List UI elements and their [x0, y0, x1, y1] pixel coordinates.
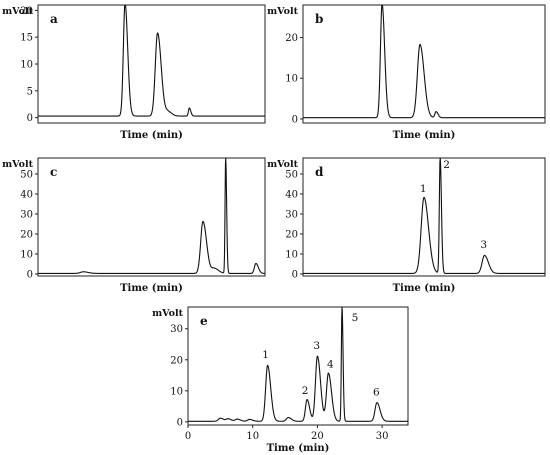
panel-letter: d — [315, 165, 324, 179]
plot-frame — [37, 4, 266, 124]
panel-letter: b — [315, 12, 323, 26]
y-tick-label: 50 — [20, 170, 33, 181]
peak-number-label: 2 — [443, 159, 450, 171]
y-tick-label: 30 — [20, 210, 33, 221]
peak-number-label: 4 — [327, 359, 334, 371]
plot-frame — [302, 4, 546, 124]
y-tick-label: 50 — [285, 170, 298, 181]
x-axis-label: Time (min) — [393, 130, 456, 141]
x-axis-label: Time (min) — [120, 130, 183, 141]
panel-b: 0 10 20 mVolt b Time (min) — [267, 4, 546, 141]
y-tick-label: 0 — [27, 113, 33, 124]
x-tick-label: 30 — [376, 431, 389, 442]
y-tick-label: 10 — [20, 250, 33, 261]
x-tick-label: 0 — [185, 431, 191, 442]
peak-number-label: 1 — [420, 183, 427, 195]
y-tick-label: 20 — [285, 230, 298, 241]
peak-number-label: 6 — [373, 387, 380, 399]
y-axis-label: mVolt — [267, 6, 298, 17]
x-tick-label: 10 — [246, 431, 259, 442]
panel-letter: e — [200, 314, 208, 328]
y-tick-label: 10 — [285, 74, 298, 85]
y-tick-label: 40 — [20, 190, 33, 201]
x-tick-label: 20 — [311, 431, 324, 442]
y-tick-label: 20 — [20, 6, 33, 17]
y-tick-label: 20 — [20, 230, 33, 241]
x-axis-label: Time (min) — [393, 283, 456, 294]
x-axis-label: Time (min) — [267, 443, 330, 454]
chromatogram-trace — [37, 4, 266, 117]
panel-letter: a — [50, 12, 58, 26]
y-tick-label: 30 — [170, 324, 183, 335]
panel-letter: c — [50, 165, 57, 179]
y-tick-label: 30 — [285, 210, 298, 221]
plot-frame — [302, 157, 546, 277]
y-tick-label: 10 — [20, 60, 33, 71]
y-tick-label: 0 — [292, 114, 298, 125]
y-axis-label: mVolt — [2, 159, 33, 170]
chromatogram-trace — [37, 157, 266, 274]
peak-number-label: 1 — [262, 349, 269, 361]
y-tick-label: 0 — [177, 417, 183, 428]
plot-frame — [187, 306, 409, 426]
peak-number-label: 3 — [480, 239, 487, 251]
y-axis-label: mVolt — [2, 6, 33, 17]
y-tick-label: 20 — [285, 33, 298, 44]
y-tick-label: 10 — [285, 250, 298, 261]
chromatogram-trace — [302, 4, 546, 119]
peak-number-label: 2 — [302, 385, 309, 397]
x-axis-label: Time (min) — [120, 283, 183, 294]
chromatogram-trace — [302, 157, 546, 274]
peak-number-label: 5 — [352, 312, 359, 324]
peak-number-label: 3 — [313, 340, 320, 352]
y-tick-label: 15 — [20, 33, 33, 44]
y-axis-label: mVolt — [267, 159, 298, 170]
chromatogram-trace — [187, 306, 409, 422]
plot-frame — [37, 157, 266, 277]
y-tick-label: 20 — [170, 355, 183, 366]
y-tick-label: 10 — [170, 386, 183, 397]
y-tick-label: 0 — [27, 270, 33, 281]
y-tick-label: 40 — [285, 190, 298, 201]
panel-e: 0 10 20 30 0 10 20 30 mVolt e Time (min) 1 2 34 5 6 — [152, 306, 409, 454]
y-tick-label: 5 — [27, 86, 33, 97]
y-tick-label: 0 — [292, 270, 298, 281]
y-axis-label: mVolt — [152, 308, 183, 319]
